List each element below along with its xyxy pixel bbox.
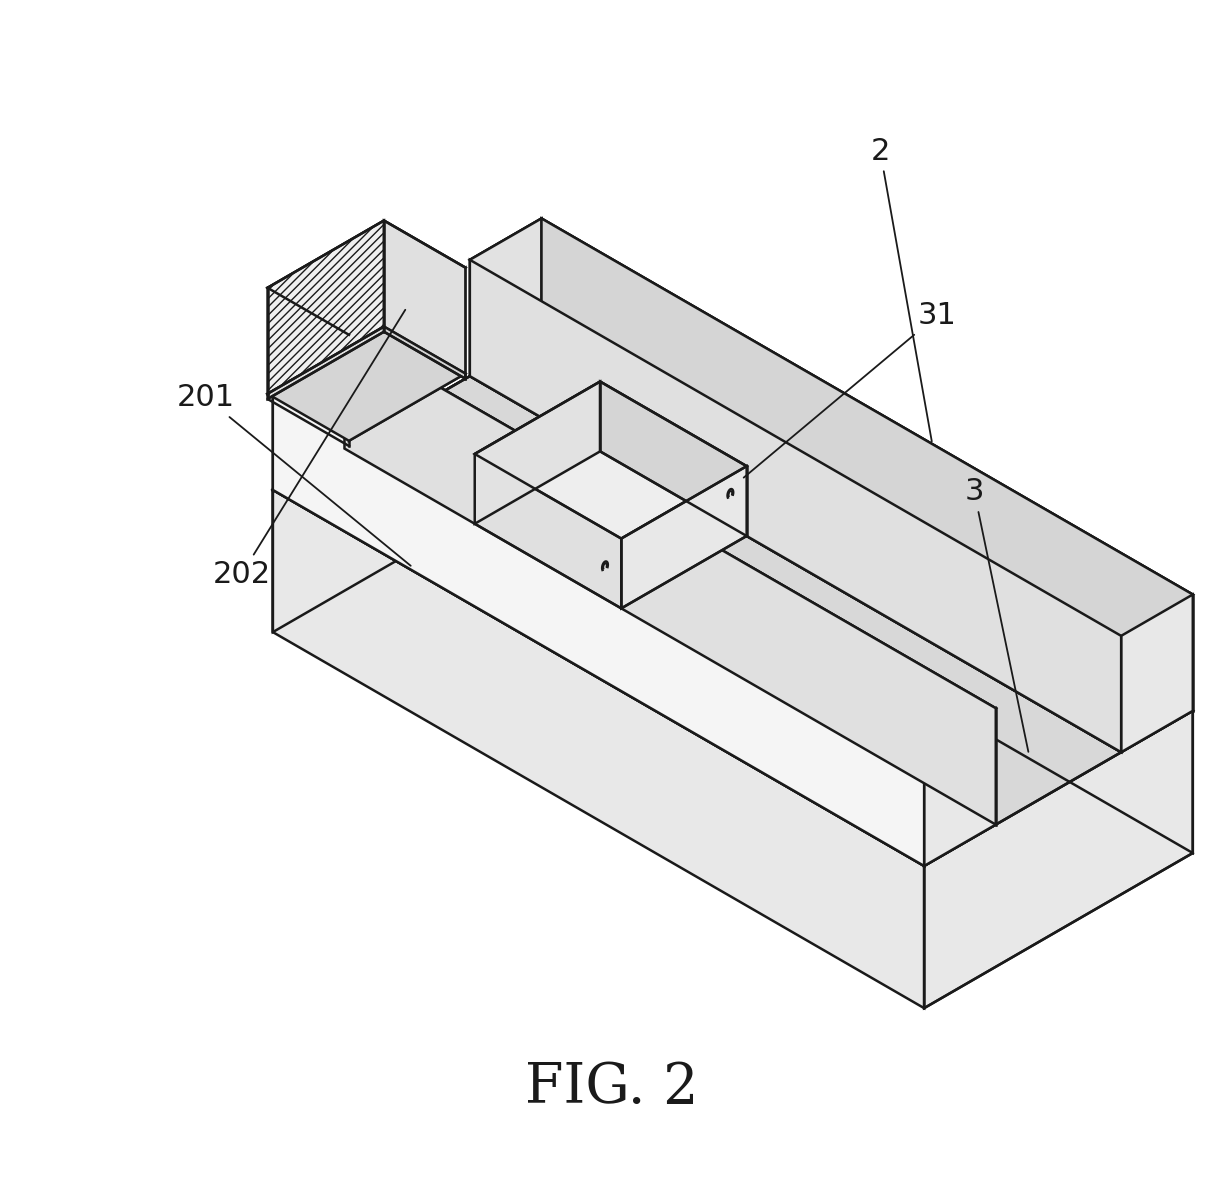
Polygon shape [268, 327, 384, 400]
Polygon shape [470, 260, 1121, 753]
Text: 2: 2 [870, 137, 931, 441]
Polygon shape [475, 382, 600, 524]
Polygon shape [273, 335, 541, 633]
Polygon shape [384, 221, 465, 373]
Polygon shape [273, 373, 924, 866]
Text: FIG. 2: FIG. 2 [525, 1061, 699, 1115]
Polygon shape [384, 327, 465, 379]
Polygon shape [924, 709, 996, 866]
Polygon shape [344, 376, 1121, 825]
Polygon shape [622, 466, 747, 609]
Polygon shape [541, 335, 1192, 853]
Polygon shape [273, 332, 996, 749]
Polygon shape [470, 219, 1192, 636]
Polygon shape [268, 221, 384, 394]
Polygon shape [600, 382, 747, 536]
Polygon shape [273, 490, 924, 1008]
Polygon shape [268, 221, 465, 335]
Polygon shape [268, 327, 465, 441]
Polygon shape [924, 711, 1192, 1008]
Polygon shape [349, 268, 465, 441]
Polygon shape [273, 335, 1192, 866]
Polygon shape [273, 332, 344, 490]
Text: 201: 201 [177, 384, 411, 566]
Text: 202: 202 [213, 310, 405, 589]
Text: 31: 31 [744, 301, 956, 478]
Polygon shape [475, 382, 747, 539]
Polygon shape [344, 332, 996, 825]
Polygon shape [470, 219, 541, 376]
Polygon shape [1121, 594, 1192, 753]
Text: 3: 3 [965, 478, 1028, 751]
Polygon shape [541, 219, 1192, 711]
